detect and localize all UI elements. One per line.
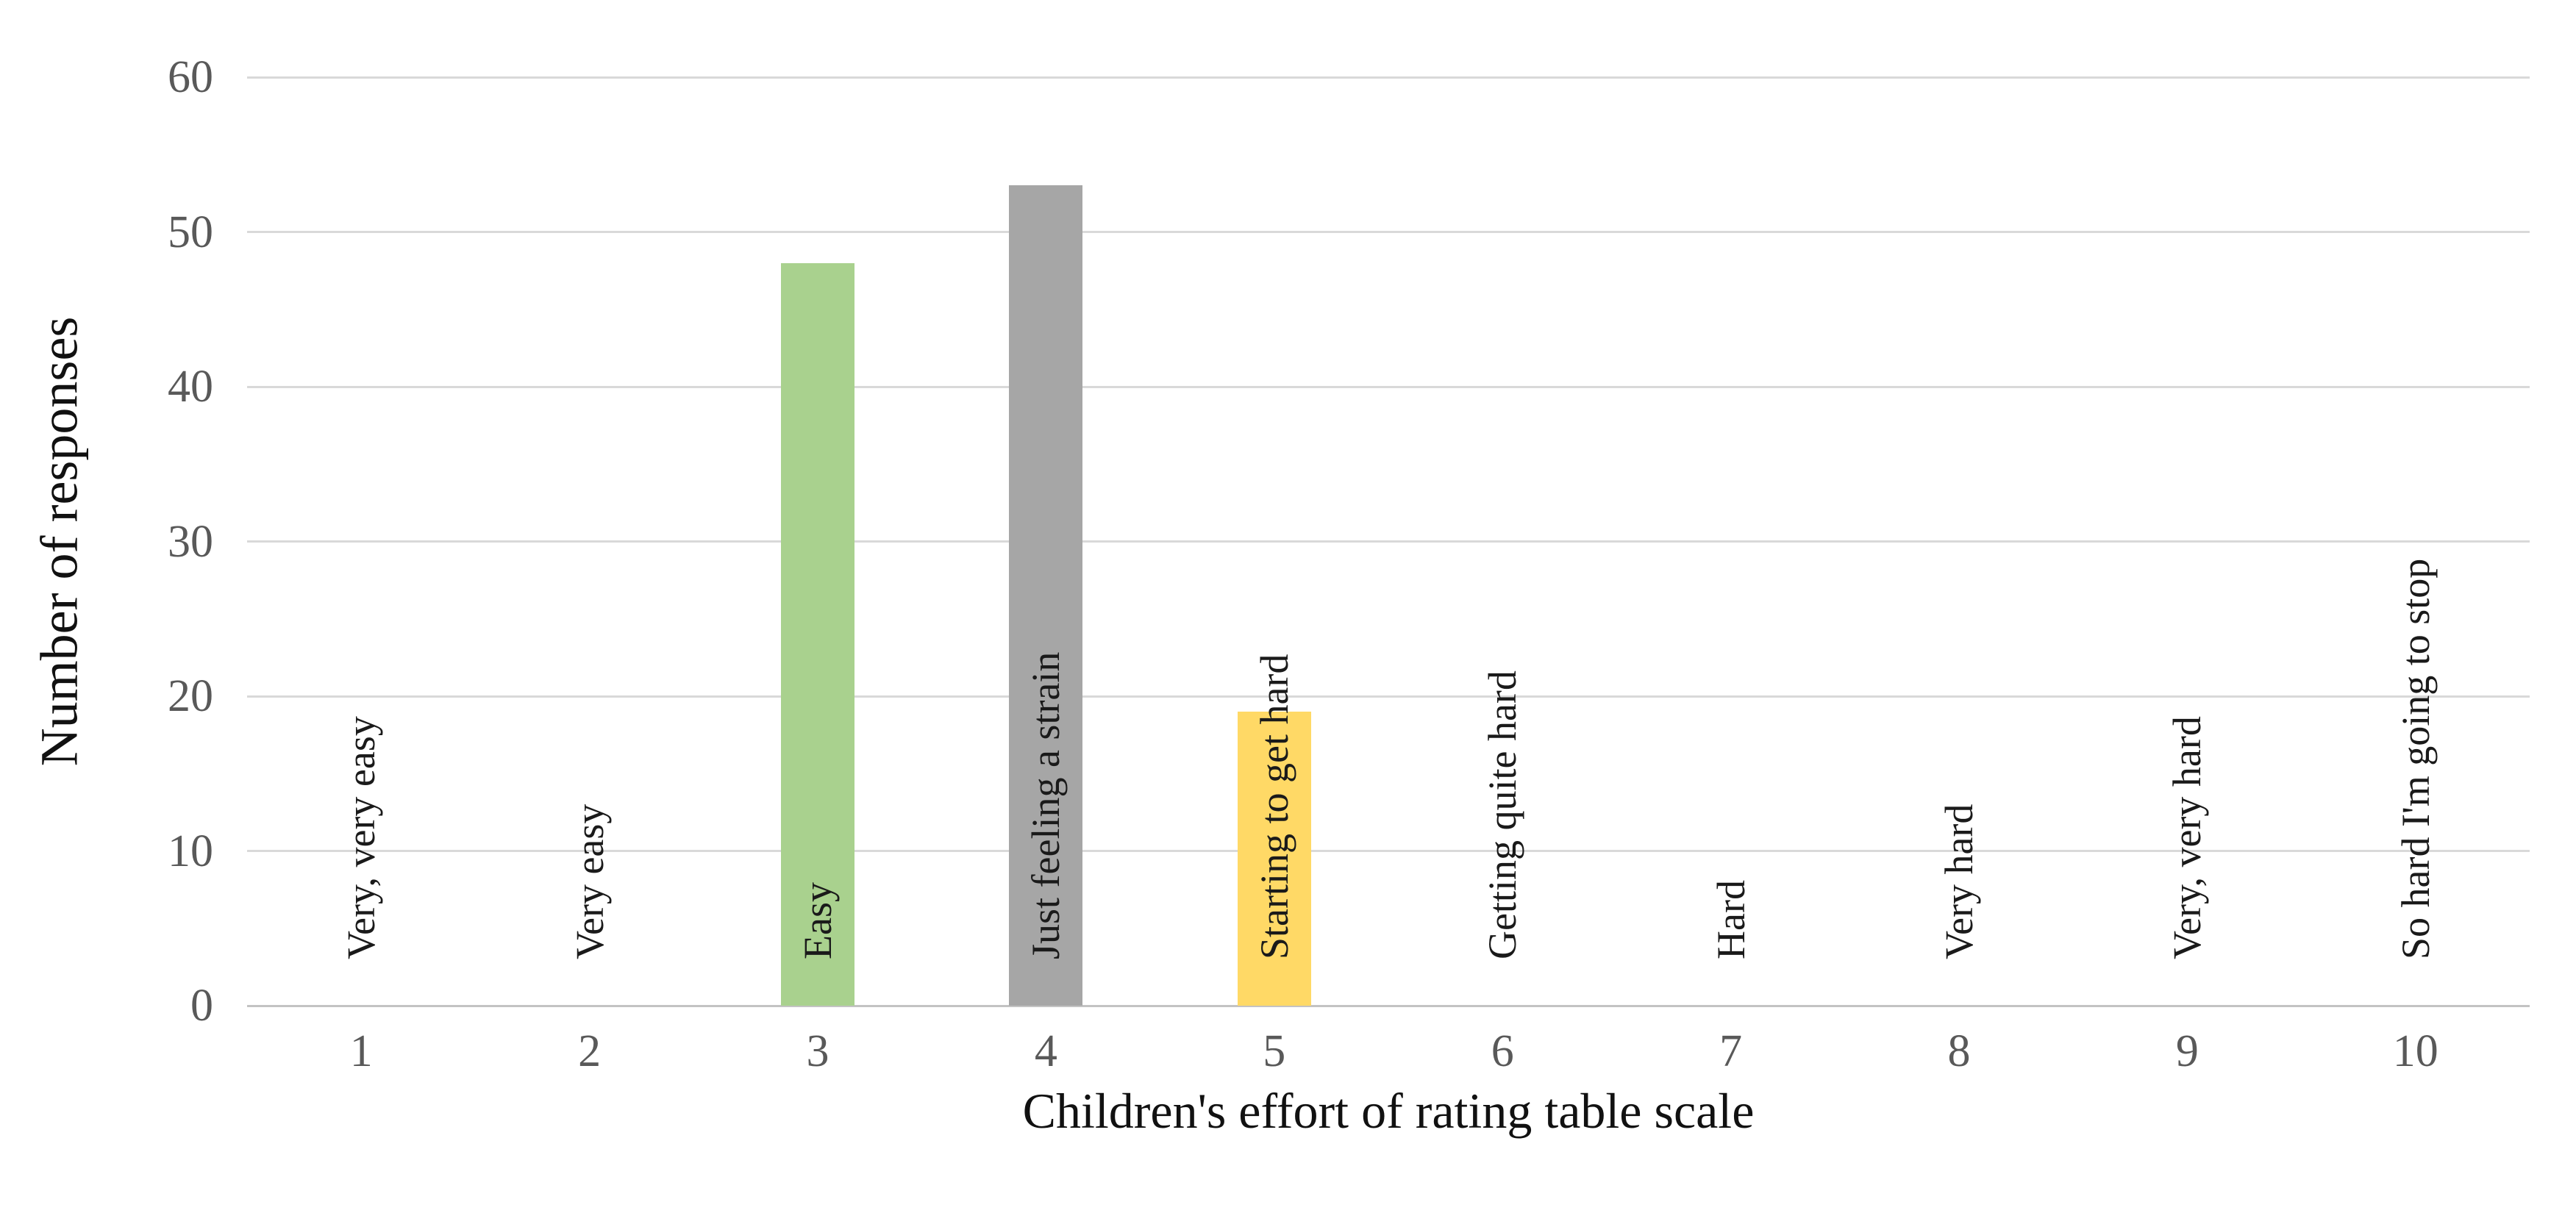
gridline-20 [247,695,2530,698]
x-tick-label-8: 8 [1947,1026,1971,1076]
x-axis-line [247,1004,2530,1007]
category-label-4: Just feeling a strain [1024,651,1068,959]
x-axis-title: Children's effort of rating table scale [1022,1083,1755,1139]
gridline-40 [247,385,2530,388]
x-tick-label-7: 7 [1719,1026,1743,1076]
category-label-7: Hard [1708,880,1753,959]
x-tick-label-2: 2 [578,1026,602,1076]
x-tick-label-3: 3 [806,1026,829,1076]
x-tick-label-1: 1 [349,1026,373,1076]
bar-5 [1237,712,1311,1006]
category-label-9: Very, very hard [2165,716,2210,959]
bar-4 [1009,185,1083,1006]
y-tick-label-30: 30 [168,516,213,567]
gridline-10 [247,850,2530,852]
x-tick-label-4: 4 [1034,1026,1057,1076]
category-label-5: Starting to get hard [1252,654,1296,959]
y-tick-label-20: 20 [168,671,213,721]
category-label-10: So hard I'm going to stop [2393,558,2438,959]
gridline-60 [247,76,2530,79]
y-tick-label-60: 60 [168,52,213,102]
y-tick-label-40: 40 [168,362,213,412]
x-tick-label-9: 9 [2175,1026,2199,1076]
x-tick-label-6: 6 [1491,1026,1514,1076]
y-tick-label-0: 0 [190,981,213,1031]
x-tick-label-10: 10 [2392,1026,2438,1076]
y-tick-label-10: 10 [168,826,213,876]
category-label-2: Very easy [567,804,612,959]
bar-3 [781,262,854,1006]
category-label-1: Very, very easy [339,716,384,959]
x-tick-label-5: 5 [1263,1026,1286,1076]
category-label-3: Easy [796,882,840,959]
y-tick-label-50: 50 [168,207,213,257]
category-label-8: Very hard [1937,804,1981,959]
gridline-50 [247,231,2530,233]
category-label-6: Getting quite hard [1480,670,1525,959]
gridline-30 [247,540,2530,543]
